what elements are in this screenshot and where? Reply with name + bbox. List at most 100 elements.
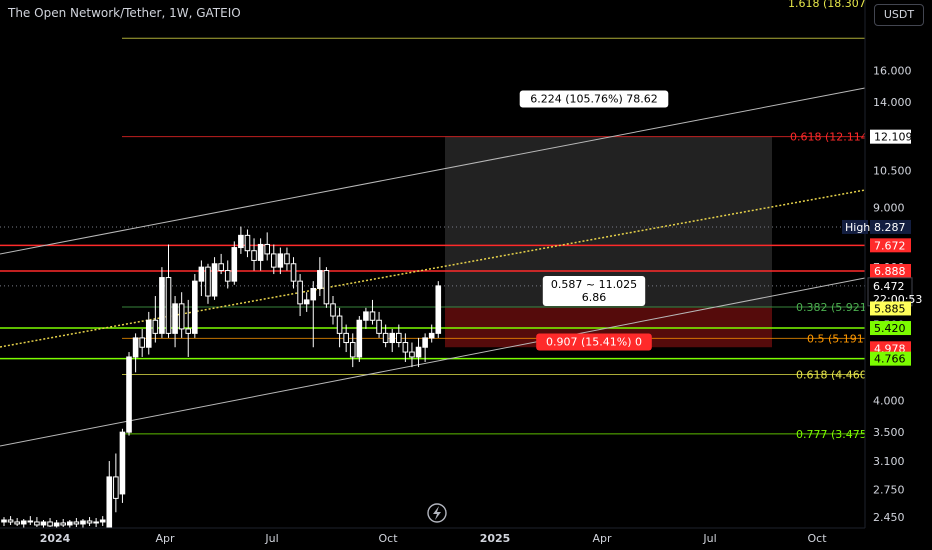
candle-body [40, 521, 47, 526]
green-lower-axis-tag: 4.766 [874, 353, 906, 366]
candle-body [218, 263, 224, 272]
fib-level-label: 0.382 (5.921) [796, 301, 871, 314]
x-tick-label: Jul [702, 532, 716, 545]
candle-body [290, 263, 297, 282]
high-axis-tag-tag [870, 219, 911, 234]
fib-level-label: 0.5 (5.191) [807, 332, 868, 345]
fib-level-label: 1.618 (18.307) [788, 0, 870, 10]
high-tag-box [842, 219, 868, 234]
candle-body [185, 328, 192, 334]
candle-body [402, 342, 409, 353]
green-lower-axis-tag-tag [870, 351, 911, 366]
candle-body [20, 520, 27, 525]
candle-body [356, 319, 363, 358]
replay-bolt-icon[interactable] [427, 503, 447, 523]
candle-body [238, 234, 244, 249]
currency-selector[interactable]: USDT [874, 4, 924, 26]
candle-body [159, 277, 165, 334]
candle-body [53, 522, 60, 527]
risk-reward-label-box [542, 276, 646, 306]
red-upper-axis-tag-tag [870, 238, 911, 253]
candle-body [415, 346, 422, 358]
candle-body [27, 520, 34, 523]
candle-body [336, 315, 343, 334]
y-tick-label: 2.450 [873, 511, 905, 524]
trend-dotted-line [0, 189, 866, 348]
candle-body [297, 280, 303, 305]
candle-body [165, 277, 172, 334]
green-upper-axis-tag-tag [870, 321, 911, 336]
candle-body [211, 263, 218, 297]
candle-body [60, 522, 67, 526]
candle-body [231, 247, 238, 282]
fib-level-label: 0.777 (3.475) [796, 428, 871, 441]
candle-body [317, 270, 323, 289]
candle-body [284, 253, 290, 265]
candle-body [99, 519, 106, 523]
candle-body [428, 332, 435, 339]
y-tick-label: 3.100 [873, 455, 905, 468]
target-label: 6.224 (105.76%) 78.62 [530, 93, 658, 106]
risk-reward-label: 6.86 [582, 291, 607, 304]
stop-label: 0.907 (15.41%) 0 [546, 336, 642, 349]
x-tick-label: 2025 [480, 532, 511, 545]
candle-body [251, 250, 257, 261]
candle-body [435, 285, 442, 334]
high-axis-tag: 8.287 [874, 221, 906, 234]
candle-body [198, 266, 205, 282]
x-tick-label: Oct [378, 532, 398, 545]
candle-body [303, 299, 310, 305]
x-tick-label: 2024 [40, 532, 71, 545]
x-tick-label: Jul [264, 532, 278, 545]
candle-body [113, 476, 119, 499]
candle-body [396, 332, 402, 344]
candle-body [323, 270, 330, 305]
candle-body [192, 280, 198, 334]
fib-12-axis-tag: 12.109 [874, 131, 913, 144]
chart-title: The Open Network/Tether, 1W, GATEIO [8, 6, 241, 20]
x-tick-label: Apr [155, 532, 175, 545]
candle-body [369, 311, 376, 321]
candle-body [376, 319, 382, 334]
candle-body [139, 337, 145, 348]
candle-body [257, 243, 264, 261]
y-tick-label: 3.500 [873, 426, 905, 439]
red-lower-axis-tag-tag [870, 263, 911, 278]
candle-body [145, 319, 152, 348]
y-tick-label: 14.000 [873, 96, 912, 109]
candle-body [126, 356, 132, 433]
y-tick-label: 4.000 [873, 394, 905, 407]
y-tick-label: 2.750 [873, 484, 905, 497]
risk-reward-label: 0.587 ~ 11.025 [551, 278, 637, 291]
candle-body [80, 520, 86, 525]
x-tick-label: Oct [807, 532, 827, 545]
candle-body [205, 266, 211, 297]
red-upper-axis-tag: 7.672 [874, 239, 906, 252]
fib-level-label: 0.618 (4.460) [796, 368, 871, 381]
candle-body [224, 270, 231, 282]
candle-body [330, 303, 336, 317]
time-axis [0, 528, 932, 550]
candle-body [277, 253, 284, 268]
red-lower-axis-tag: 6.888 [874, 265, 906, 278]
candle-body [310, 287, 317, 301]
candle-body [1, 519, 7, 523]
candle-body [86, 520, 93, 524]
candle-body [244, 234, 251, 252]
candle-body [270, 253, 277, 268]
fib-level-label: 0.618 (12.114) [790, 131, 872, 144]
candle-body [34, 521, 40, 526]
candle-body [47, 521, 53, 527]
current-price-label: 6.472 [873, 280, 905, 293]
channel-upper-line [0, 87, 866, 255]
green-upper-axis-tag: 5.420 [874, 322, 906, 335]
candle-body [73, 521, 80, 525]
candle-body [172, 303, 178, 334]
candle-body [409, 351, 415, 358]
y-tick-label: 9.000 [873, 201, 905, 214]
candle-body [119, 431, 126, 495]
candle-body [178, 303, 185, 330]
stop-label-box [536, 333, 652, 351]
candle-body [7, 519, 14, 523]
